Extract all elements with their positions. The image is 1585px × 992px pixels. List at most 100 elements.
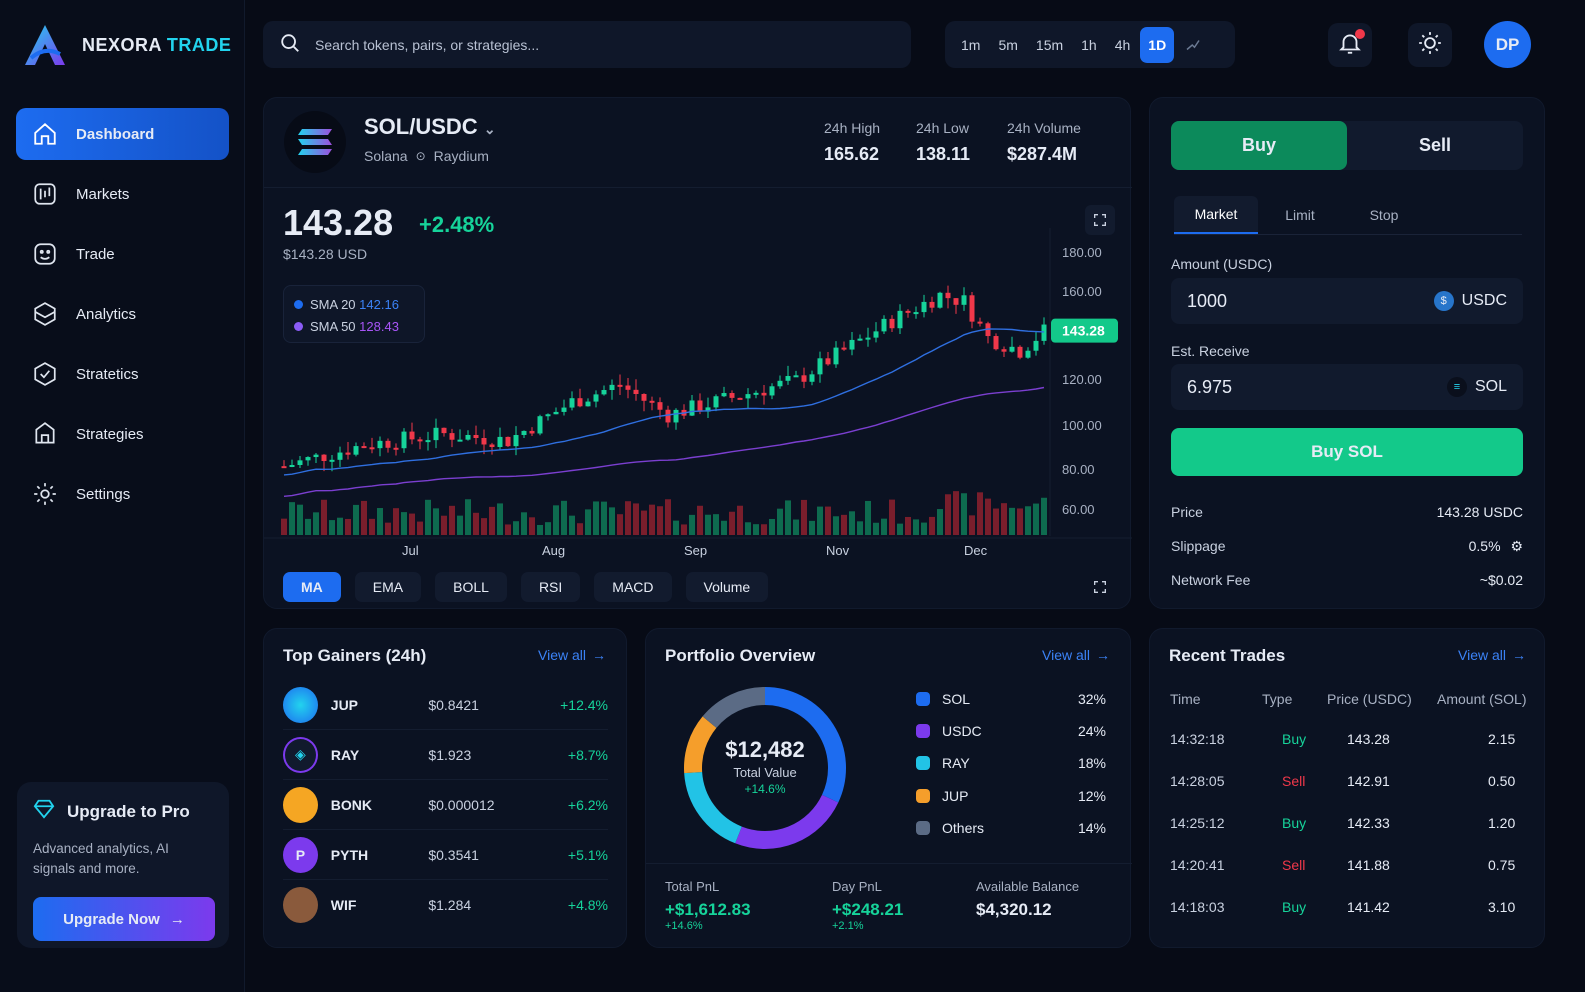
sidebar-item-stratetics[interactable]: Stratetics	[16, 348, 229, 400]
search-bar[interactable]: Search tokens, pairs, or strategies...	[263, 21, 911, 68]
list-item[interactable]: BONK $0.000012 +6.2%	[283, 780, 608, 830]
sidebar-item-label: Strategies	[76, 425, 144, 443]
candle-body	[553, 411, 559, 415]
fullscreen-icon[interactable]	[1085, 205, 1115, 235]
volume-bar	[537, 524, 543, 535]
info-price: Price 143.28 USDC	[1171, 504, 1523, 520]
candle-body	[1001, 349, 1007, 352]
view-all-link[interactable]: View all →	[538, 647, 606, 663]
volume-bar	[321, 499, 327, 535]
view-all-link[interactable]: View all →	[1458, 647, 1526, 663]
table-row[interactable]: 14:18:03 Buy 141.42 3.10	[1170, 899, 1516, 915]
candle-body	[753, 392, 759, 395]
candle-body	[337, 452, 343, 460]
table-row[interactable]: 14:32:18 Buy 143.28 2.15	[1170, 731, 1516, 747]
list-item[interactable]: ◈ RAY $1.923 +8.7%	[283, 730, 608, 780]
buy-sol-button[interactable]: Buy SOL	[1171, 428, 1523, 476]
amount-input[interactable]: 1000	[1187, 290, 1228, 311]
buy-tab[interactable]: Buy	[1171, 121, 1347, 170]
volume-bar	[881, 518, 887, 535]
volume-bar	[681, 524, 687, 535]
volume-bar	[817, 506, 823, 535]
candlestick-chart[interactable]: 180.00 160.00 120.00 100.00 80.00 60.00 Jul Aug…	[264, 228, 1132, 628]
sidebar-item-strategies[interactable]: Strategies	[16, 408, 229, 460]
candle-body	[585, 401, 591, 407]
indicator-macd[interactable]: MACD	[594, 572, 672, 602]
volume-bar	[465, 499, 471, 535]
nexora-logo-icon	[25, 25, 65, 65]
theme-toggle-button[interactable]	[1408, 23, 1452, 67]
volume-bar	[833, 516, 839, 535]
indicator-rsi[interactable]: RSI	[520, 572, 581, 602]
timeframe-1d[interactable]: 1D	[1140, 26, 1175, 63]
search-input[interactable]: Search tokens, pairs, or strategies...	[315, 36, 540, 53]
donut-slice	[735, 794, 839, 849]
table-row[interactable]: 14:28:05 Sell 142.91 0.50	[1170, 773, 1516, 789]
volume-bar	[985, 498, 991, 535]
candle-body	[305, 457, 311, 461]
list-item[interactable]: P PYTH $0.3541 +5.1%	[283, 830, 608, 880]
expand-icon[interactable]	[1085, 572, 1115, 602]
list-item[interactable]: JUP $0.8421 +12.4%	[283, 680, 608, 730]
tab-stop[interactable]: Stop	[1369, 207, 1399, 223]
candle-body	[809, 374, 815, 382]
volume-bar	[865, 500, 871, 535]
column-header: Amount (SOL)	[1437, 691, 1527, 707]
sol-icon: ≡	[1446, 377, 1467, 397]
table-row[interactable]: 14:20:41 Sell 141.88 0.75	[1170, 857, 1516, 873]
candle-body	[993, 336, 999, 350]
volume-bar	[281, 518, 287, 535]
view-all-link[interactable]: View all →	[1042, 647, 1110, 663]
tab-market[interactable]: Market	[1174, 196, 1258, 234]
pair-selector[interactable]: SOL/USDC ⌄	[364, 114, 496, 139]
volume-bar	[977, 492, 983, 535]
sidebar-item-settings[interactable]: Settings	[16, 468, 229, 520]
column-header: Price (USDC)	[1327, 691, 1412, 707]
candle-body	[881, 318, 887, 332]
sidebar-item-analytics[interactable]: Analytics	[16, 288, 229, 340]
sell-tab[interactable]: Sell	[1418, 135, 1452, 155]
y-tick-label: 160.00	[1062, 284, 1102, 299]
indicator-volume[interactable]: Volume	[685, 572, 769, 602]
candle-body	[729, 393, 735, 398]
table-row[interactable]: 14:25:12 Buy 142.33 1.20	[1170, 815, 1516, 831]
y-tick-label: 180.00	[1062, 245, 1102, 260]
notifications-button[interactable]	[1328, 23, 1372, 67]
total-value-label: Total Value	[733, 765, 797, 780]
tab-limit[interactable]: Limit	[1285, 207, 1315, 223]
candle-body	[713, 396, 719, 408]
timeframe-5m[interactable]: 5m	[998, 36, 1018, 53]
amount-field[interactable]: 1000 $ USDC	[1171, 278, 1523, 324]
timeframe-1h[interactable]: 1h	[1081, 36, 1097, 53]
sidebar-item-dashboard[interactable]: Dashboard	[16, 108, 229, 160]
volume-bar	[521, 512, 527, 535]
upgrade-now-button[interactable]: Upgrade Now →	[33, 897, 215, 941]
indicator-boll[interactable]: BOLL	[435, 572, 507, 602]
list-item[interactable]: WIF $1.284 +4.8%	[283, 880, 608, 930]
candle-body	[745, 394, 751, 399]
avatar[interactable]: DP	[1484, 21, 1531, 68]
timeframe-1m[interactable]: 1m	[961, 36, 981, 53]
sidebar-item-markets[interactable]: Markets	[16, 168, 229, 220]
sidebar-item-trade[interactable]: Trade	[16, 228, 229, 280]
volume-bar	[953, 491, 959, 535]
sidebar-item-label: Markets	[76, 185, 130, 203]
draw-tool-icon[interactable]	[1176, 27, 1210, 63]
indicator-ema[interactable]: EMA	[354, 572, 422, 602]
candle-body	[569, 398, 575, 408]
candle-body	[529, 430, 535, 434]
receive-value: 6.975	[1187, 376, 1233, 397]
timeframe-4h[interactable]: 4h	[1114, 36, 1131, 53]
candle-body	[761, 392, 767, 396]
volume-bar	[801, 499, 807, 535]
candle-body	[1017, 346, 1023, 358]
timeframe-15m[interactable]: 15m	[1035, 36, 1064, 53]
candle-body	[897, 310, 903, 329]
logo[interactable]: NEXORA TRADE	[22, 22, 231, 68]
volume-bar	[721, 520, 727, 535]
gear-icon[interactable]: ⚙	[1510, 538, 1523, 554]
volume-bar	[513, 521, 519, 535]
candle-body	[345, 452, 351, 455]
indicator-ma[interactable]: MA	[283, 572, 341, 602]
recent-trades-panel: Recent Trades View all → Time Type Price …	[1149, 628, 1545, 948]
